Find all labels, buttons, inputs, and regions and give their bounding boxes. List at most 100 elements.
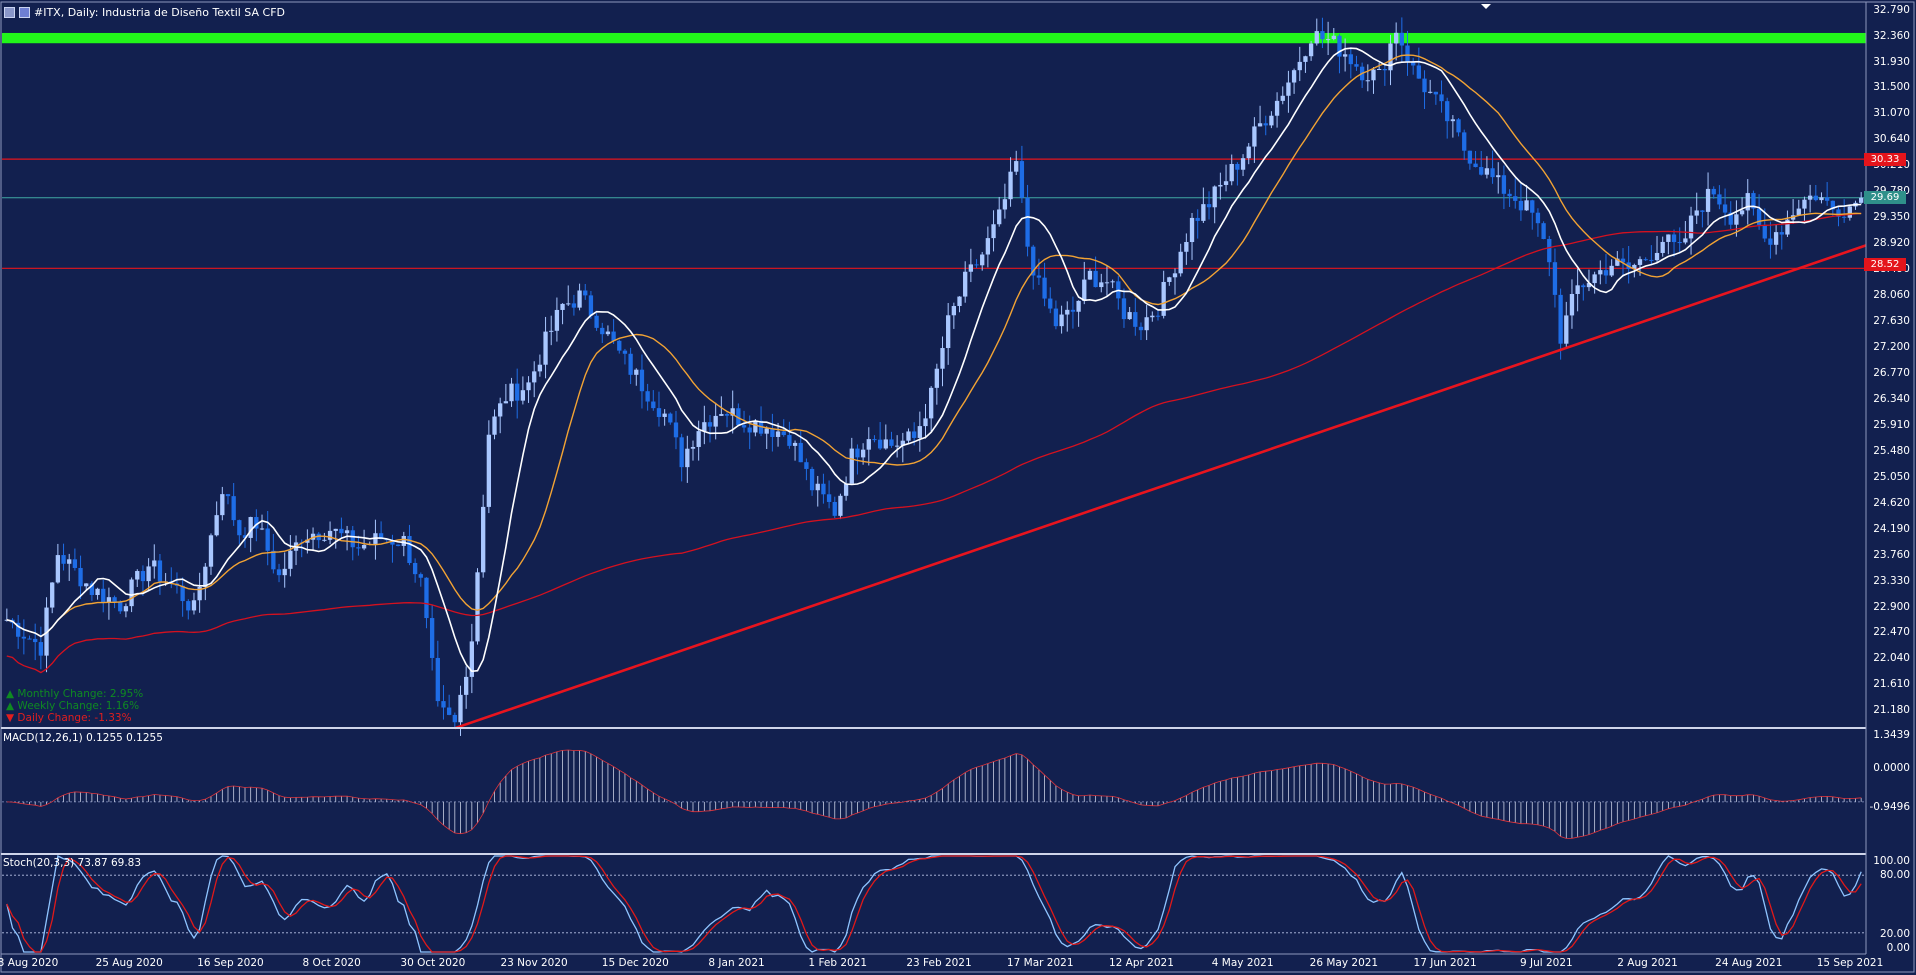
- candle-body: [61, 555, 66, 564]
- candle-body: [736, 408, 741, 426]
- candle-body: [1711, 188, 1716, 195]
- candle-body: [344, 530, 350, 534]
- candle-body: [44, 607, 49, 656]
- candle-body: [395, 544, 401, 546]
- candle-body: [191, 600, 197, 611]
- candle-body: [764, 428, 769, 434]
- candle-body: [1371, 69, 1376, 81]
- candle-body: [1161, 281, 1166, 316]
- candle-body: [316, 533, 321, 541]
- candle-body: [1178, 251, 1183, 274]
- candle-body: [1308, 43, 1314, 57]
- candle-body: [1405, 45, 1410, 62]
- candle-body: [877, 439, 883, 449]
- price-panel[interactable]: [2, 17, 1867, 736]
- candle-body: [707, 422, 713, 427]
- candle-body: [492, 416, 497, 435]
- candle-body: [532, 371, 537, 383]
- time-tick-label: 25 Aug 2020: [95, 957, 163, 969]
- macd-label: MACD(12,26,1) 0.1255 0.1255: [3, 732, 163, 744]
- candle-body: [1530, 200, 1535, 213]
- candle-body: [1320, 31, 1325, 40]
- price-tick-label: 25.050: [1873, 470, 1910, 483]
- candle-body: [809, 468, 815, 491]
- candle-body: [265, 528, 270, 551]
- chart-title: #ITX, Daily: Industria de Diseño Textil …: [34, 5, 285, 19]
- candle-body: [980, 254, 985, 266]
- candle-body: [900, 440, 905, 446]
- candle-body: [435, 657, 440, 702]
- candle-body: [339, 528, 344, 534]
- candle-body: [1484, 168, 1490, 175]
- candle-body: [242, 535, 248, 538]
- candle-body: [611, 331, 616, 341]
- stoch-tick-label: 80.00: [1879, 869, 1910, 881]
- candle-body: [651, 401, 656, 409]
- candle-body: [1167, 277, 1172, 282]
- candle-body: [696, 431, 701, 447]
- candle-body: [1155, 315, 1161, 317]
- candle-body: [481, 506, 486, 573]
- candle-body: [1297, 61, 1302, 71]
- candle-body: [1218, 184, 1223, 187]
- candle-body: [1076, 300, 1081, 312]
- time-tick-label: 12 Apr 2021: [1108, 957, 1174, 969]
- candle-body: [622, 350, 628, 354]
- time-tick-label: 15 Sep 2021: [1816, 957, 1884, 969]
- candle-body: [889, 439, 894, 446]
- candle-body: [1615, 258, 1620, 266]
- candle-body: [1257, 123, 1263, 127]
- candle-body: [588, 295, 594, 316]
- candle-body: [1354, 64, 1359, 67]
- candle-body: [1473, 163, 1478, 168]
- price-tick-label: 26.340: [1873, 392, 1910, 405]
- weekly-change-text: Weekly Change: 1.16%: [17, 700, 140, 712]
- stoch-panel[interactable]: [2, 855, 1866, 953]
- candle-body: [180, 585, 185, 602]
- price-tick-label: 31.070: [1873, 107, 1910, 120]
- candle-body: [446, 707, 452, 715]
- price-tick-label: 21.180: [1873, 704, 1910, 717]
- candle-body: [906, 431, 911, 441]
- candle-body: [1348, 54, 1353, 65]
- chart-window-icon[interactable]: [4, 6, 15, 18]
- candle-body: [72, 559, 78, 568]
- candle-body: [1099, 282, 1104, 288]
- candle-body: [741, 425, 747, 428]
- candle-body: [129, 579, 134, 607]
- candle-body: [327, 530, 333, 540]
- candle-body: [1274, 100, 1280, 116]
- candle-body: [1082, 279, 1087, 301]
- candle-body: [1042, 277, 1047, 299]
- candle-body: [1751, 193, 1756, 209]
- candle-body: [1513, 196, 1518, 201]
- candle-body: [146, 566, 151, 582]
- candle-body: [821, 483, 826, 495]
- candle-body: [724, 414, 730, 416]
- candle-body: [1462, 132, 1467, 151]
- candle-body: [1065, 309, 1070, 315]
- candle-body: [412, 562, 418, 575]
- candle-body: [883, 439, 888, 449]
- price-tick-label: 28.920: [1873, 237, 1910, 250]
- candle-body: [231, 496, 236, 521]
- candle-body: [1229, 163, 1234, 182]
- candle-body: [498, 403, 503, 417]
- candle-body: [1722, 204, 1728, 213]
- macd-tick-label: 0.0000: [1873, 762, 1910, 774]
- candle-body: [140, 571, 146, 582]
- macd-panel[interactable]: [2, 749, 1866, 839]
- candle-body: [1048, 298, 1053, 309]
- candle-body: [1745, 193, 1750, 211]
- candle-body: [600, 327, 605, 335]
- candle-body: [832, 501, 837, 516]
- candle-body: [33, 638, 38, 643]
- candle-body: [1643, 259, 1648, 261]
- candle-body: [673, 422, 679, 438]
- candle-body: [1291, 70, 1297, 83]
- candle-body: [1694, 210, 1699, 216]
- price-tick-label: 32.360: [1873, 29, 1910, 42]
